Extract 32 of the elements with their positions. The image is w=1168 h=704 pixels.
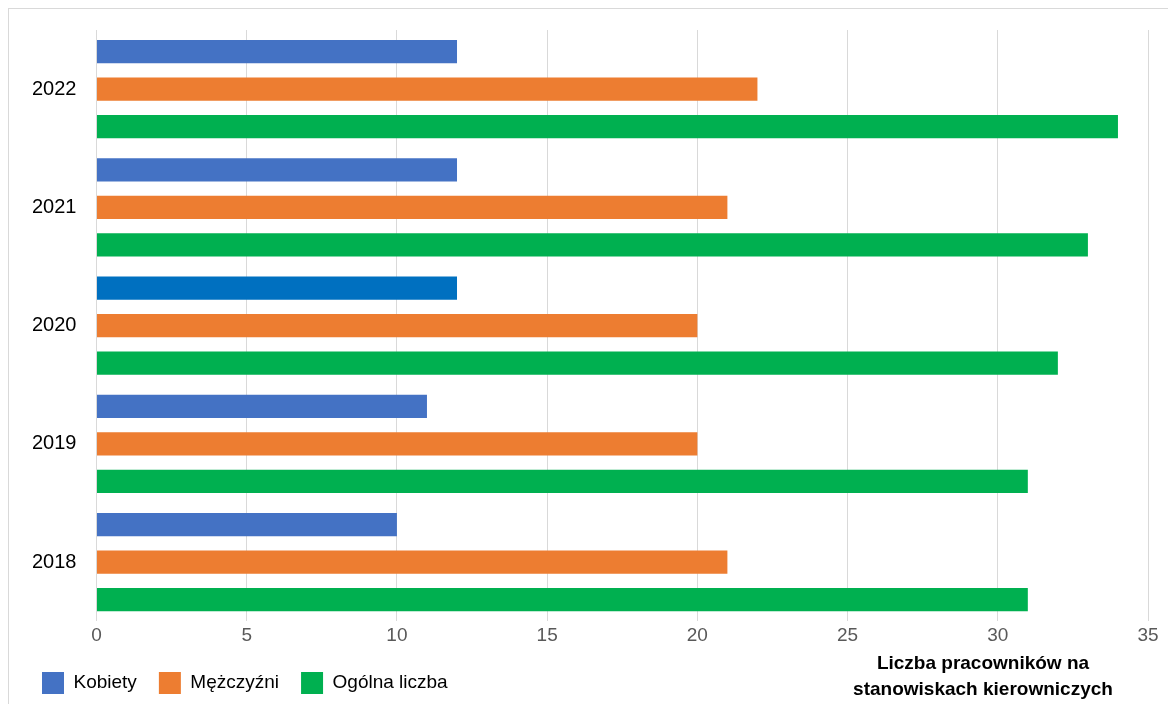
bar [96,587,1028,612]
x-tick-label: 15 [536,623,558,645]
bar [96,195,728,219]
x-tick-label: 5 [241,623,252,645]
bar [96,158,458,182]
bar [96,394,427,419]
bar [96,114,1118,139]
bar [96,351,1058,375]
bar [96,233,1088,257]
bar [96,469,1028,493]
x-tick-label: 30 [987,623,1009,645]
bar [96,513,397,537]
bar [96,77,758,101]
legend-label: Mężczyźni [190,671,280,693]
bar [96,432,698,456]
y-tick-label: 2021 [31,194,77,217]
bar [96,313,698,338]
y-tick-label: 2020 [31,313,77,336]
y-tick-label: 2018 [31,549,77,572]
x-tick-label: 10 [386,623,408,645]
x-tick-label: 35 [1137,623,1159,645]
bar [96,276,458,300]
legend-label: Kobiety [73,671,138,693]
y-tick-label: 2019 [31,431,77,454]
x-tick-label: 25 [837,623,859,645]
y-tick-label: 2022 [31,76,77,99]
x-tick-label: 0 [91,623,102,645]
x-tick-label: 20 [686,623,708,645]
bar [96,550,728,574]
bar [96,40,458,64]
legend-label: Ogólna liczba [332,671,449,693]
x-axis-title: Liczba pracowników na stanowiskach kierowniczych [852,651,1114,701]
